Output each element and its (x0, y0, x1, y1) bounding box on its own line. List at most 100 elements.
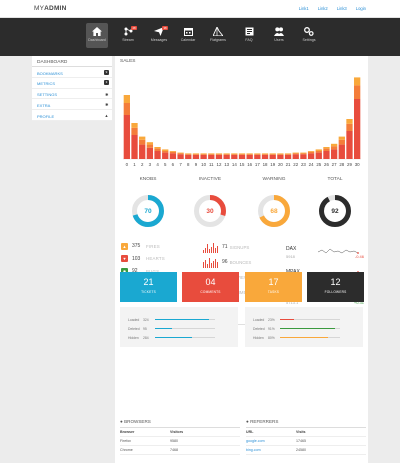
x-tick-label: 22 (293, 162, 298, 167)
x-tick-label: 0 (126, 162, 129, 167)
dials-row: 70 30 68 92 (132, 195, 351, 227)
status-widget-tasks[interactable]: 17 TASKS (245, 272, 302, 302)
dial-arc (319, 195, 351, 227)
stream-badge: 28 (131, 26, 137, 30)
stream-icon (124, 27, 132, 36)
nav-stream[interactable]: 28 Stream (117, 23, 139, 48)
progress-fill (155, 327, 172, 330)
sidebar-item-label: SETTINGS (37, 92, 58, 98)
bar-segment (307, 151, 315, 154)
nav-faq[interactable]: FAQ (238, 23, 260, 48)
sidebar-item-profile[interactable]: PROFILE ▲ (32, 110, 112, 121)
nav-users[interactable]: Users (268, 23, 290, 48)
bar-segment (123, 95, 130, 103)
bar-segment (284, 153, 292, 155)
progress-fill (280, 318, 294, 321)
sales-chart: 0 1 2 3 4 5 6 7 8 9 10 11 12 13 14 15 16 17 18 19 20 21 22 23 24… (123, 77, 361, 167)
cell: 17465 (296, 439, 306, 443)
status-widget-tickets[interactable]: 21 TICKETS (120, 272, 177, 302)
bar-segment (277, 154, 284, 155)
dial-value: 70 (144, 208, 152, 215)
bar-segment (292, 153, 299, 155)
progress-fill (280, 327, 335, 330)
bar-segment (231, 155, 238, 159)
sidebar: DASHBOARD BOOKMARKS 9 METRICS 3 SETTINGS ✱ … (32, 56, 112, 121)
bar-segment (300, 153, 307, 155)
bar-segment (131, 127, 138, 135)
ticker-change: +0.31 (353, 300, 364, 305)
nav-settings[interactable]: Settings (298, 23, 320, 48)
x-tick-label: 4 (156, 162, 159, 167)
bar-segment (323, 151, 330, 159)
nav-label: Flatgrams (210, 38, 226, 42)
bar-stat-value: 96 (222, 259, 228, 265)
login-link[interactable]: Login (355, 6, 366, 11)
sidebar-item-bookmarks[interactable]: BOOKMARKS 9 (32, 67, 112, 78)
col-header: Visitors (170, 430, 184, 434)
progress-track (280, 327, 340, 330)
gear-icon: ✱ (105, 91, 109, 97)
referrer-link[interactable]: google.com (246, 439, 265, 443)
table-row: Firefox 9580 (120, 437, 240, 446)
status-widget-followers[interactable]: 12 FOLLOWERS (307, 272, 364, 302)
bar-stat-row: 96 BOUNCES (203, 255, 251, 269)
dial-caption: KNOBS (139, 177, 157, 182)
stat-label: BUGS (146, 268, 160, 274)
top-link-2[interactable]: Link2 (317, 6, 328, 11)
progress-label: Deleted (253, 326, 265, 331)
x-tick-label: 15 (240, 162, 245, 167)
bar-segment (177, 152, 184, 154)
x-tick-label: 18 (263, 162, 268, 167)
stock-ticker: DAX 5918 -0.46 (286, 246, 366, 266)
sidebar-item-metrics[interactable]: METRICS 3 (32, 78, 112, 89)
referrer-link[interactable]: bing.com (246, 448, 261, 452)
stat-row: ♥ 103 HEARTS (121, 254, 165, 264)
x-tick-label: 12 (217, 162, 222, 167)
divider (120, 324, 363, 325)
widget-count: 21 (143, 277, 154, 287)
bar-segment (215, 153, 223, 155)
table-row: bing.com 24580 (246, 446, 366, 455)
bar-segment (162, 151, 169, 153)
brand-bold-text: ADMIN (44, 5, 67, 12)
x-tick-label: 2 (141, 162, 144, 167)
dial-value: 92 (331, 208, 339, 215)
x-tick-label: 27 (332, 162, 337, 167)
nav-calendar[interactable]: Calendar (177, 23, 199, 48)
home-icon (92, 27, 102, 36)
bar-segment (200, 154, 207, 155)
progress-row: Hidden 284 (128, 334, 215, 341)
dial-caption: WARNING (262, 177, 286, 182)
bar-segment (177, 153, 184, 155)
nav-label: Stream (122, 38, 134, 42)
progress-row: Loaded 23% (253, 316, 340, 323)
bar-stat-row: 71 SIGNUPS (203, 240, 249, 254)
bar-segment (139, 136, 146, 140)
bar-stat-label: SIGNUPS (229, 244, 250, 250)
sparkbar-bar (215, 248, 216, 253)
status-widget-comments[interactable]: 04 COMMENTS (182, 272, 239, 302)
progress-fill (155, 318, 209, 321)
nav-flatgrams[interactable]: Flatgrams (207, 23, 229, 48)
cell: Chrome (120, 448, 133, 452)
sparkbar-bar (211, 263, 212, 268)
bar-segment (346, 119, 353, 124)
progress-value: 80% (268, 335, 275, 340)
nav-messages[interactable]: 38 Messages (148, 23, 170, 48)
bar-segment (238, 155, 246, 159)
x-tick-label: 16 (247, 162, 252, 167)
brand-logo[interactable]: MYADMIN (34, 5, 66, 12)
top-link-1[interactable]: Link1 (298, 6, 309, 11)
x-tick-label: 7 (179, 162, 182, 167)
top-links: Link1 Link2 Link3 Login (299, 6, 366, 11)
sidebar-item-label: BOOKMARKS (37, 70, 63, 76)
nav-dashboard[interactable]: Dashboard (86, 23, 108, 48)
top-link-3[interactable]: Link3 (336, 6, 347, 11)
sidebar-item-settings[interactable]: SETTINGS ✱ (32, 89, 112, 100)
sidebar-item-extra[interactable]: EXTRA ✱ (32, 99, 112, 111)
widget-label: TASKS (267, 290, 280, 294)
stat-label: HEARTS (146, 256, 165, 261)
bar-segment (192, 155, 200, 159)
bar-segment (300, 152, 307, 154)
bar-segment (292, 152, 299, 154)
